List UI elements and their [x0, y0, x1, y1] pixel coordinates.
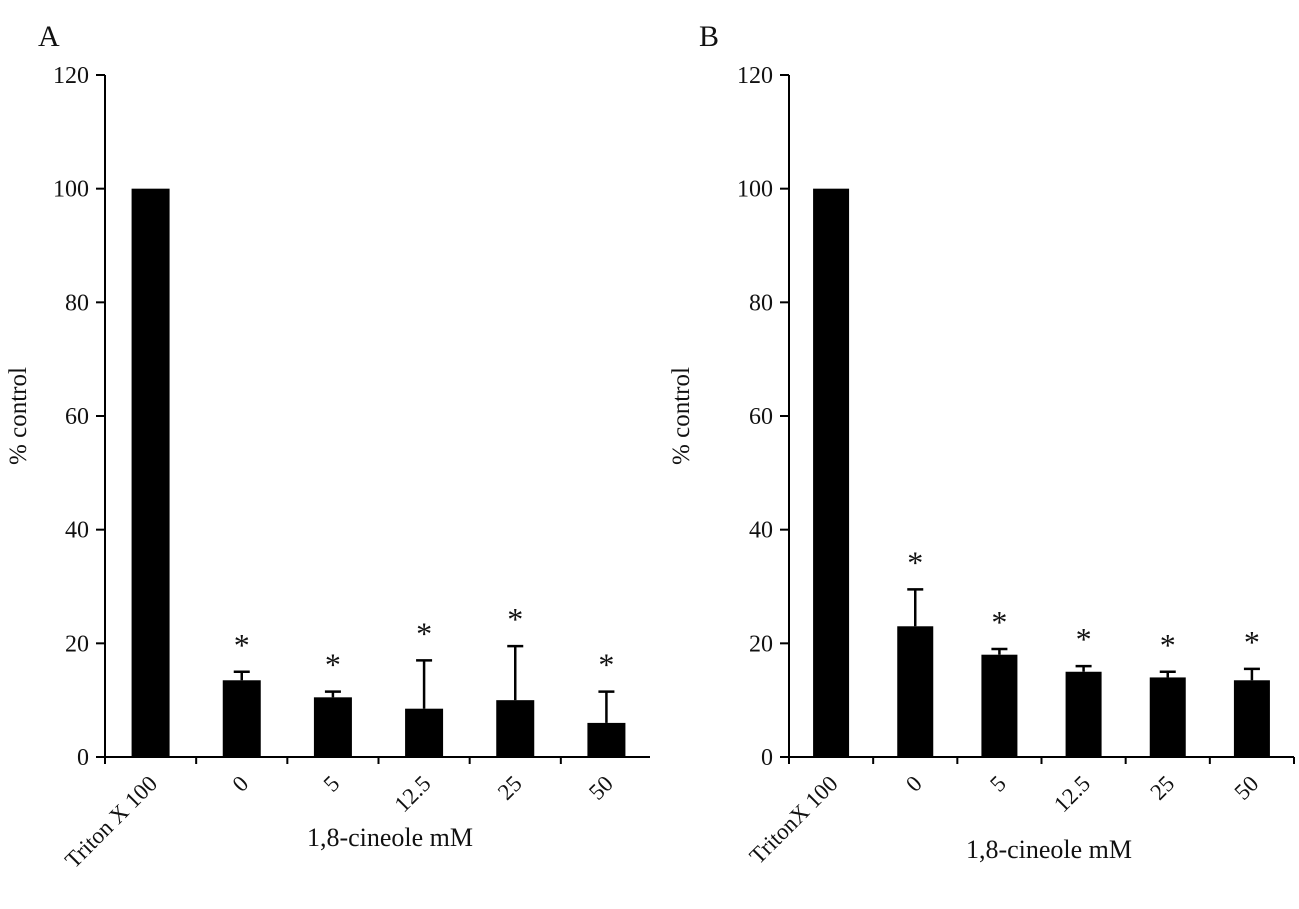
chart-panel-b: B 0 20 40 60 80 100 120 TritonX 100 * 0 * 5 * 12.5 * 25 *… [668, 20, 1295, 869]
x-axis-title: 1,8-cineole mM [966, 835, 1132, 864]
bar-25 [1149, 677, 1186, 757]
y-tick-label: 60 [65, 404, 89, 430]
x-tick-label: 0 [227, 771, 253, 797]
y-tick-label: 120 [737, 63, 773, 89]
y-axis-title: % control [5, 367, 32, 465]
x-tick-label: 25 [1145, 771, 1179, 805]
significance-asterisk: * [1160, 627, 1176, 663]
panel-label: B [699, 20, 719, 53]
y-tick-label: 100 [53, 177, 89, 203]
x-tick-label: 50 [1230, 771, 1264, 805]
bar-5 [313, 697, 352, 757]
y-tick-label: 120 [53, 63, 89, 89]
bar-tritonx-100 [813, 188, 850, 757]
bar-50 [1233, 680, 1270, 757]
significance-asterisk: * [1076, 621, 1092, 657]
x-tick-label: TritonX 100 [745, 771, 843, 869]
y-axis-title: % control [668, 367, 695, 465]
significance-asterisk: * [598, 647, 614, 683]
significance-asterisk: * [325, 647, 341, 683]
bar-12-5 [405, 708, 444, 757]
significance-asterisk: * [234, 627, 250, 663]
y-tick-label: 80 [65, 290, 89, 316]
x-tick-label: 5 [985, 771, 1011, 797]
y-tick-label: 20 [749, 631, 773, 657]
significance-asterisk: * [1244, 624, 1260, 660]
y-tick-label: 100 [737, 177, 773, 203]
significance-asterisk: * [507, 601, 523, 637]
significance-asterisk: * [416, 615, 432, 651]
y-tick-label: 60 [749, 404, 773, 430]
bar-5 [981, 654, 1018, 757]
y-tick-label: 0 [77, 745, 89, 771]
y-tick-label: 0 [761, 745, 773, 771]
chart-panel-a: A 0 20 40 60 80 100 120 Triton X 100 * 0 * 5 * 12.5 * 25… [5, 20, 650, 873]
y-tick-label: 40 [749, 518, 773, 544]
significance-asterisk: * [907, 544, 923, 580]
x-tick-label: 12.5 [389, 771, 435, 817]
bar-triton-x-100 [131, 188, 170, 757]
x-tick-label: 12.5 [1049, 771, 1095, 817]
x-tick-label: 5 [319, 771, 345, 797]
bar-12-5 [1065, 671, 1102, 757]
y-tick-label: 40 [65, 518, 89, 544]
x-tick-label: Triton X 100 [60, 771, 162, 873]
bar-50 [587, 722, 626, 757]
y-tick-label: 20 [65, 631, 89, 657]
x-tick-label: 25 [493, 771, 527, 805]
bar-0 [222, 680, 261, 757]
bar-25 [496, 700, 535, 757]
bar-0 [897, 626, 934, 757]
x-axis-title: 1,8-cineole mM [307, 823, 473, 852]
panel-label: A [38, 20, 60, 53]
x-tick-label: 0 [901, 771, 927, 797]
significance-asterisk: * [991, 604, 1007, 640]
x-tick-label: 50 [584, 771, 618, 805]
y-tick-label: 80 [749, 290, 773, 316]
